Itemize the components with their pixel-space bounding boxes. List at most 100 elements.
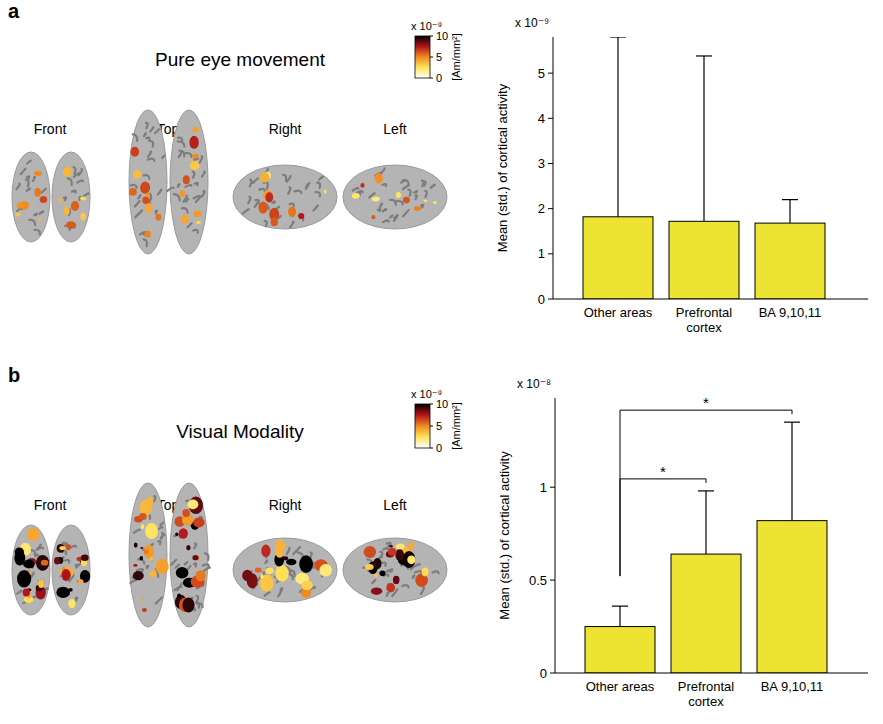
sulcus [27, 161, 31, 164]
y-tick-label: 0 [538, 292, 545, 307]
sulcus [162, 156, 164, 158]
activity-spot [41, 560, 49, 566]
activity-spot [131, 147, 140, 157]
sulcus [369, 193, 374, 197]
y-tick [548, 253, 553, 254]
x-tick-line: cortex [686, 320, 722, 335]
sulcus [160, 522, 163, 525]
activity-spot [365, 564, 374, 570]
activity-spot [395, 549, 404, 561]
sulcus [319, 177, 323, 180]
sulcus [265, 561, 267, 563]
activity-spot [364, 546, 376, 558]
x-tick-label: Other areas [586, 679, 655, 694]
sulcus [179, 151, 184, 157]
sulcus [27, 176, 29, 178]
significance-bracket [620, 479, 706, 576]
activity-spot [142, 596, 145, 599]
panel: aPure eye movementFrontTopRightLeft0510x… [8, 0, 868, 335]
activity-spot [271, 218, 278, 227]
activity-spot [133, 564, 137, 567]
color-bar [415, 404, 430, 448]
sulcus [135, 211, 142, 218]
sulcus [403, 210, 409, 216]
activity-spot [374, 574, 378, 578]
view-label: Left [383, 497, 406, 513]
sulcus [394, 216, 396, 218]
activity-spot [59, 546, 65, 550]
sulcus [383, 220, 389, 222]
activity-spot [80, 197, 86, 201]
sulcus [144, 133, 146, 136]
color-bar-tick [430, 57, 433, 58]
activity-spot [54, 557, 60, 565]
y-axis-title: Mean (std.) of cortical activity [497, 451, 512, 620]
activity-spot [403, 551, 416, 568]
y-tick-label: 0 [540, 666, 547, 681]
sulcus [415, 571, 421, 573]
sulcus [193, 230, 198, 233]
y-axis-title: Mean (std.) of cortical activity [495, 83, 510, 252]
activity-spot [408, 542, 414, 550]
activity-spot [189, 136, 198, 149]
y-tick [548, 118, 553, 119]
sulcus [156, 597, 162, 603]
sulcus [255, 203, 258, 207]
sulcus [138, 195, 140, 198]
activity-spot [182, 509, 190, 517]
activity-spot [261, 545, 270, 558]
error-bar [782, 200, 798, 223]
sulcus [76, 565, 78, 568]
sulcus [390, 215, 392, 217]
sulcus [408, 190, 410, 196]
activity-spot [187, 500, 198, 510]
color-bar-tick [430, 448, 433, 449]
activity-spot [150, 557, 153, 561]
sulcus [155, 129, 159, 133]
y-tick-label: 4 [538, 111, 545, 126]
activity-spot [179, 528, 188, 538]
sulcus [255, 200, 259, 204]
activity-spot [422, 568, 429, 577]
sulcus [147, 566, 149, 568]
activity-spot [360, 183, 364, 188]
activity-spot [242, 570, 252, 582]
sulcus [83, 193, 88, 196]
activity-spot [371, 588, 382, 595]
activity-spot [386, 583, 395, 592]
sulcus [27, 189, 30, 191]
activity-spot [140, 556, 143, 561]
activity-spot [299, 555, 313, 573]
brain-views [12, 483, 447, 627]
sulcus [76, 598, 78, 601]
x-tick-line: Prefrontal [678, 679, 734, 694]
cortex-surface [52, 525, 90, 615]
sulcus [290, 222, 293, 228]
error-cap [696, 55, 712, 56]
sulcus [40, 211, 44, 214]
sulcus [372, 580, 375, 583]
sulcus [64, 197, 66, 200]
activity-spot [38, 580, 44, 588]
sulcus [265, 592, 270, 596]
activity-spot [38, 218, 41, 221]
activity-spot [372, 197, 380, 202]
sulcus [148, 152, 151, 157]
sulcus [383, 548, 388, 550]
sulcus [62, 543, 64, 545]
activity-spot [186, 545, 190, 550]
cortex-surface [170, 110, 208, 254]
activity-spot [275, 565, 288, 582]
sulcus [316, 192, 320, 197]
activity-spot [352, 193, 360, 199]
x-tick-line: BA 9,10,11 [759, 305, 822, 320]
activity-spot [23, 560, 35, 569]
sulcus [179, 151, 182, 157]
color-bar-label: [Am/mm²] [450, 33, 462, 81]
y-tick-label: 5 [538, 66, 545, 81]
activity-spot [180, 190, 186, 197]
sulcus [288, 187, 290, 194]
y-tick [550, 487, 555, 488]
bar [669, 221, 739, 299]
activity-spot [58, 198, 62, 203]
